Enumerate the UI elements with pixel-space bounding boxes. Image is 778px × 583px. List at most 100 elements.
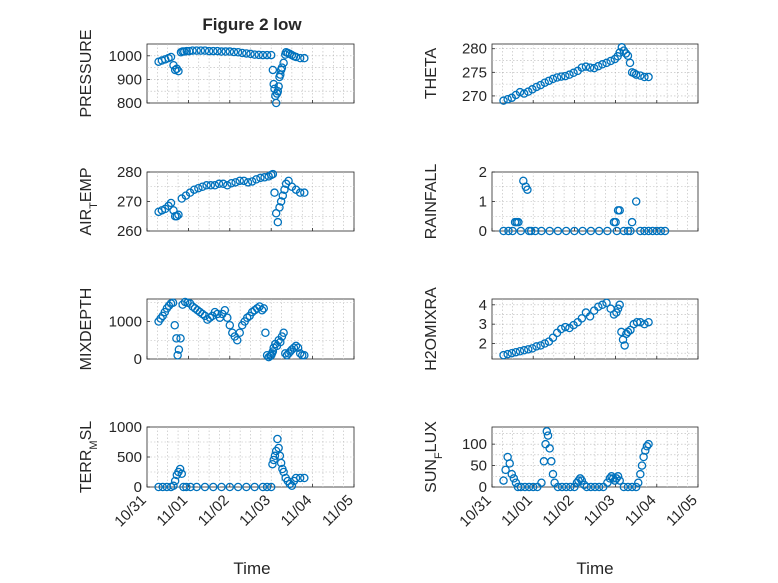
data-point	[268, 169, 278, 179]
data-point	[174, 66, 183, 76]
data-point	[257, 305, 267, 315]
panel-air_temp: 260 270 280 AIRTEMP	[78, 164, 355, 240]
data-point	[528, 85, 537, 94]
y-tick-label: 1000	[109, 314, 142, 331]
data-point	[172, 64, 182, 74]
data-point	[223, 313, 232, 322]
data-point	[627, 217, 637, 227]
data-point	[172, 211, 182, 221]
data-point	[243, 178, 253, 187]
data-point	[231, 178, 240, 187]
data-point	[221, 47, 230, 56]
data-point	[281, 349, 290, 358]
data-point	[156, 314, 165, 323]
data-point	[505, 459, 514, 468]
data-point	[631, 482, 641, 492]
y-tick-label: 0	[479, 479, 487, 496]
data-point	[192, 46, 201, 55]
data-point	[268, 65, 278, 75]
data-point	[611, 217, 620, 227]
data-point	[158, 482, 167, 492]
data-point	[169, 481, 178, 491]
data-point	[552, 73, 562, 82]
data-point	[177, 469, 187, 479]
data-point	[276, 197, 286, 206]
data-point	[519, 346, 529, 355]
data-point	[537, 478, 546, 487]
y-tick-label: 800	[117, 95, 142, 112]
data-point	[239, 176, 249, 186]
data-point	[526, 226, 536, 236]
y-tick-label: 275	[462, 64, 487, 81]
data-point	[636, 469, 645, 479]
data-point	[547, 457, 556, 466]
y-tick-label: 0	[134, 479, 142, 496]
data-point	[542, 427, 552, 436]
data-point	[300, 53, 309, 63]
data-point	[561, 482, 571, 492]
data-point	[511, 347, 521, 357]
y-tick-label: 2	[479, 336, 487, 353]
data-point	[182, 46, 191, 56]
data-point	[524, 87, 533, 96]
data-point	[514, 217, 523, 227]
data-point	[250, 50, 259, 59]
data-point	[271, 98, 281, 108]
data-point	[553, 482, 563, 492]
data-point	[250, 482, 259, 492]
data-point	[636, 226, 645, 236]
data-point	[545, 444, 554, 453]
y-tick-label: 3	[479, 316, 487, 333]
data-point	[194, 183, 203, 193]
data-point	[276, 337, 285, 347]
data-point	[258, 482, 268, 492]
data-point	[536, 341, 545, 350]
x-tick-label: 11/05	[663, 492, 701, 530]
data-point	[217, 482, 226, 492]
y-tick-label: 270	[462, 88, 487, 105]
y-axis-label-pressure: PRESSURE	[78, 29, 95, 117]
x-tick-label: 11/03	[581, 492, 619, 530]
data-point	[208, 482, 218, 492]
data-point	[166, 52, 176, 62]
data-point	[644, 226, 653, 236]
data-point	[577, 63, 587, 72]
data-point	[585, 63, 595, 72]
data-point	[242, 482, 251, 492]
panel-sun_flux: 0 50 100 10/31 11/01 11/02 11/03 11/04 11/05 SUNF…	[423, 421, 701, 531]
data-point	[570, 482, 579, 492]
data-point	[516, 482, 526, 492]
x-axis-label-left: Time	[233, 559, 270, 578]
x-tick-label: 11/02	[539, 492, 577, 530]
data-point	[277, 63, 287, 72]
data-point	[235, 176, 244, 186]
data-point	[519, 89, 529, 98]
data-point	[256, 173, 265, 183]
data-point	[636, 317, 645, 327]
x-tick-label: 11/04	[278, 492, 316, 530]
data-point	[204, 46, 214, 56]
data-point	[544, 76, 554, 86]
y-axis-label-sun_flux: SUNFLUX	[423, 421, 445, 493]
y-tick-label: 260	[117, 223, 142, 240]
data-point	[291, 341, 301, 351]
data-point	[262, 350, 272, 360]
data-point	[641, 446, 650, 455]
data-point	[266, 482, 276, 492]
data-point	[589, 63, 599, 73]
data-point	[615, 48, 624, 57]
data-point	[198, 309, 207, 319]
data-point	[531, 226, 540, 236]
data-point	[295, 53, 305, 63]
data-point	[594, 226, 604, 236]
data-point	[623, 482, 633, 492]
data-point	[615, 476, 624, 485]
data-point	[300, 350, 309, 360]
data-point	[213, 46, 222, 56]
figure-title: Figure 2 low	[202, 15, 302, 34]
data-point	[578, 226, 587, 236]
data-point	[652, 226, 662, 236]
y-tick-label: 1000	[109, 48, 142, 65]
panel-terr_msl: 0 500 1000 10/31 11/01 11/02 11/03 11/04 11/05 TE…	[78, 419, 357, 530]
